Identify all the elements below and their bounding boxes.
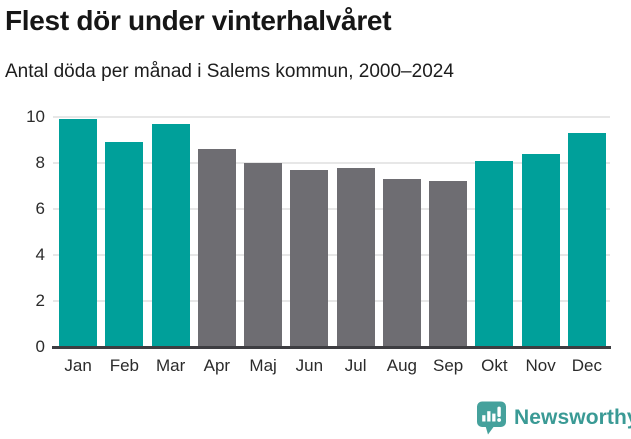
bar-maj [244, 163, 283, 347]
x-tick-label-sep: Sep [433, 356, 464, 375]
x-tick-label-jan: Jan [64, 356, 92, 375]
gridline-y8 [53, 162, 610, 164]
gridline-y10 [53, 116, 610, 118]
bar-okt [475, 160, 514, 347]
y-tick-label-6: 6 [35, 199, 45, 218]
newsworthy-logo: Newsworthy [476, 401, 631, 435]
gridline-y4 [53, 254, 610, 256]
y-tick-label-2: 2 [35, 291, 45, 310]
plot-area [52, 116, 611, 349]
bar-sep [429, 181, 468, 347]
y-tick-label-0: 0 [35, 337, 45, 356]
x-tick-label-jul: Jul [344, 356, 367, 375]
bar-aug [382, 179, 421, 347]
x-tick-label-mar: Mar [155, 356, 186, 375]
x-tick-label-nov: Nov [525, 356, 556, 375]
x-tick-label-apr: Apr [203, 356, 231, 375]
x-axis-baseline [52, 346, 611, 349]
bar-jul [336, 167, 375, 347]
x-tick-label-dec: Dec [571, 356, 602, 375]
y-tick-label-4: 4 [35, 245, 45, 264]
x-tick-label-aug: Aug [386, 356, 417, 375]
bar-dec [567, 133, 606, 347]
bar-nov [521, 153, 560, 347]
x-tick-label-jun: Jun [295, 356, 324, 375]
y-tick-label-10: 10 [26, 107, 45, 126]
y-tick-label-8: 8 [35, 153, 45, 172]
bar-jun [290, 169, 329, 347]
gridline-y2 [53, 300, 610, 302]
gridline-y6 [53, 208, 610, 210]
x-tick-label-feb: Feb [109, 356, 140, 375]
x-tick-label-maj: Maj [249, 356, 277, 375]
chart-title: Flest dör under vinterhalvåret [5, 5, 392, 36]
bar-mar [151, 123, 190, 347]
bar-jan [59, 119, 98, 347]
bar-feb [105, 142, 144, 347]
x-tick-label-okt: Okt [481, 356, 508, 375]
bar-apr [197, 149, 236, 347]
newsworthy-logo-text: Newsworthy [514, 406, 631, 429]
newsworthy-speech-bubble-bar-chart-icon [476, 401, 507, 435]
chart-subtitle: Antal döda per månad i Salems kommun, 20… [5, 61, 454, 82]
